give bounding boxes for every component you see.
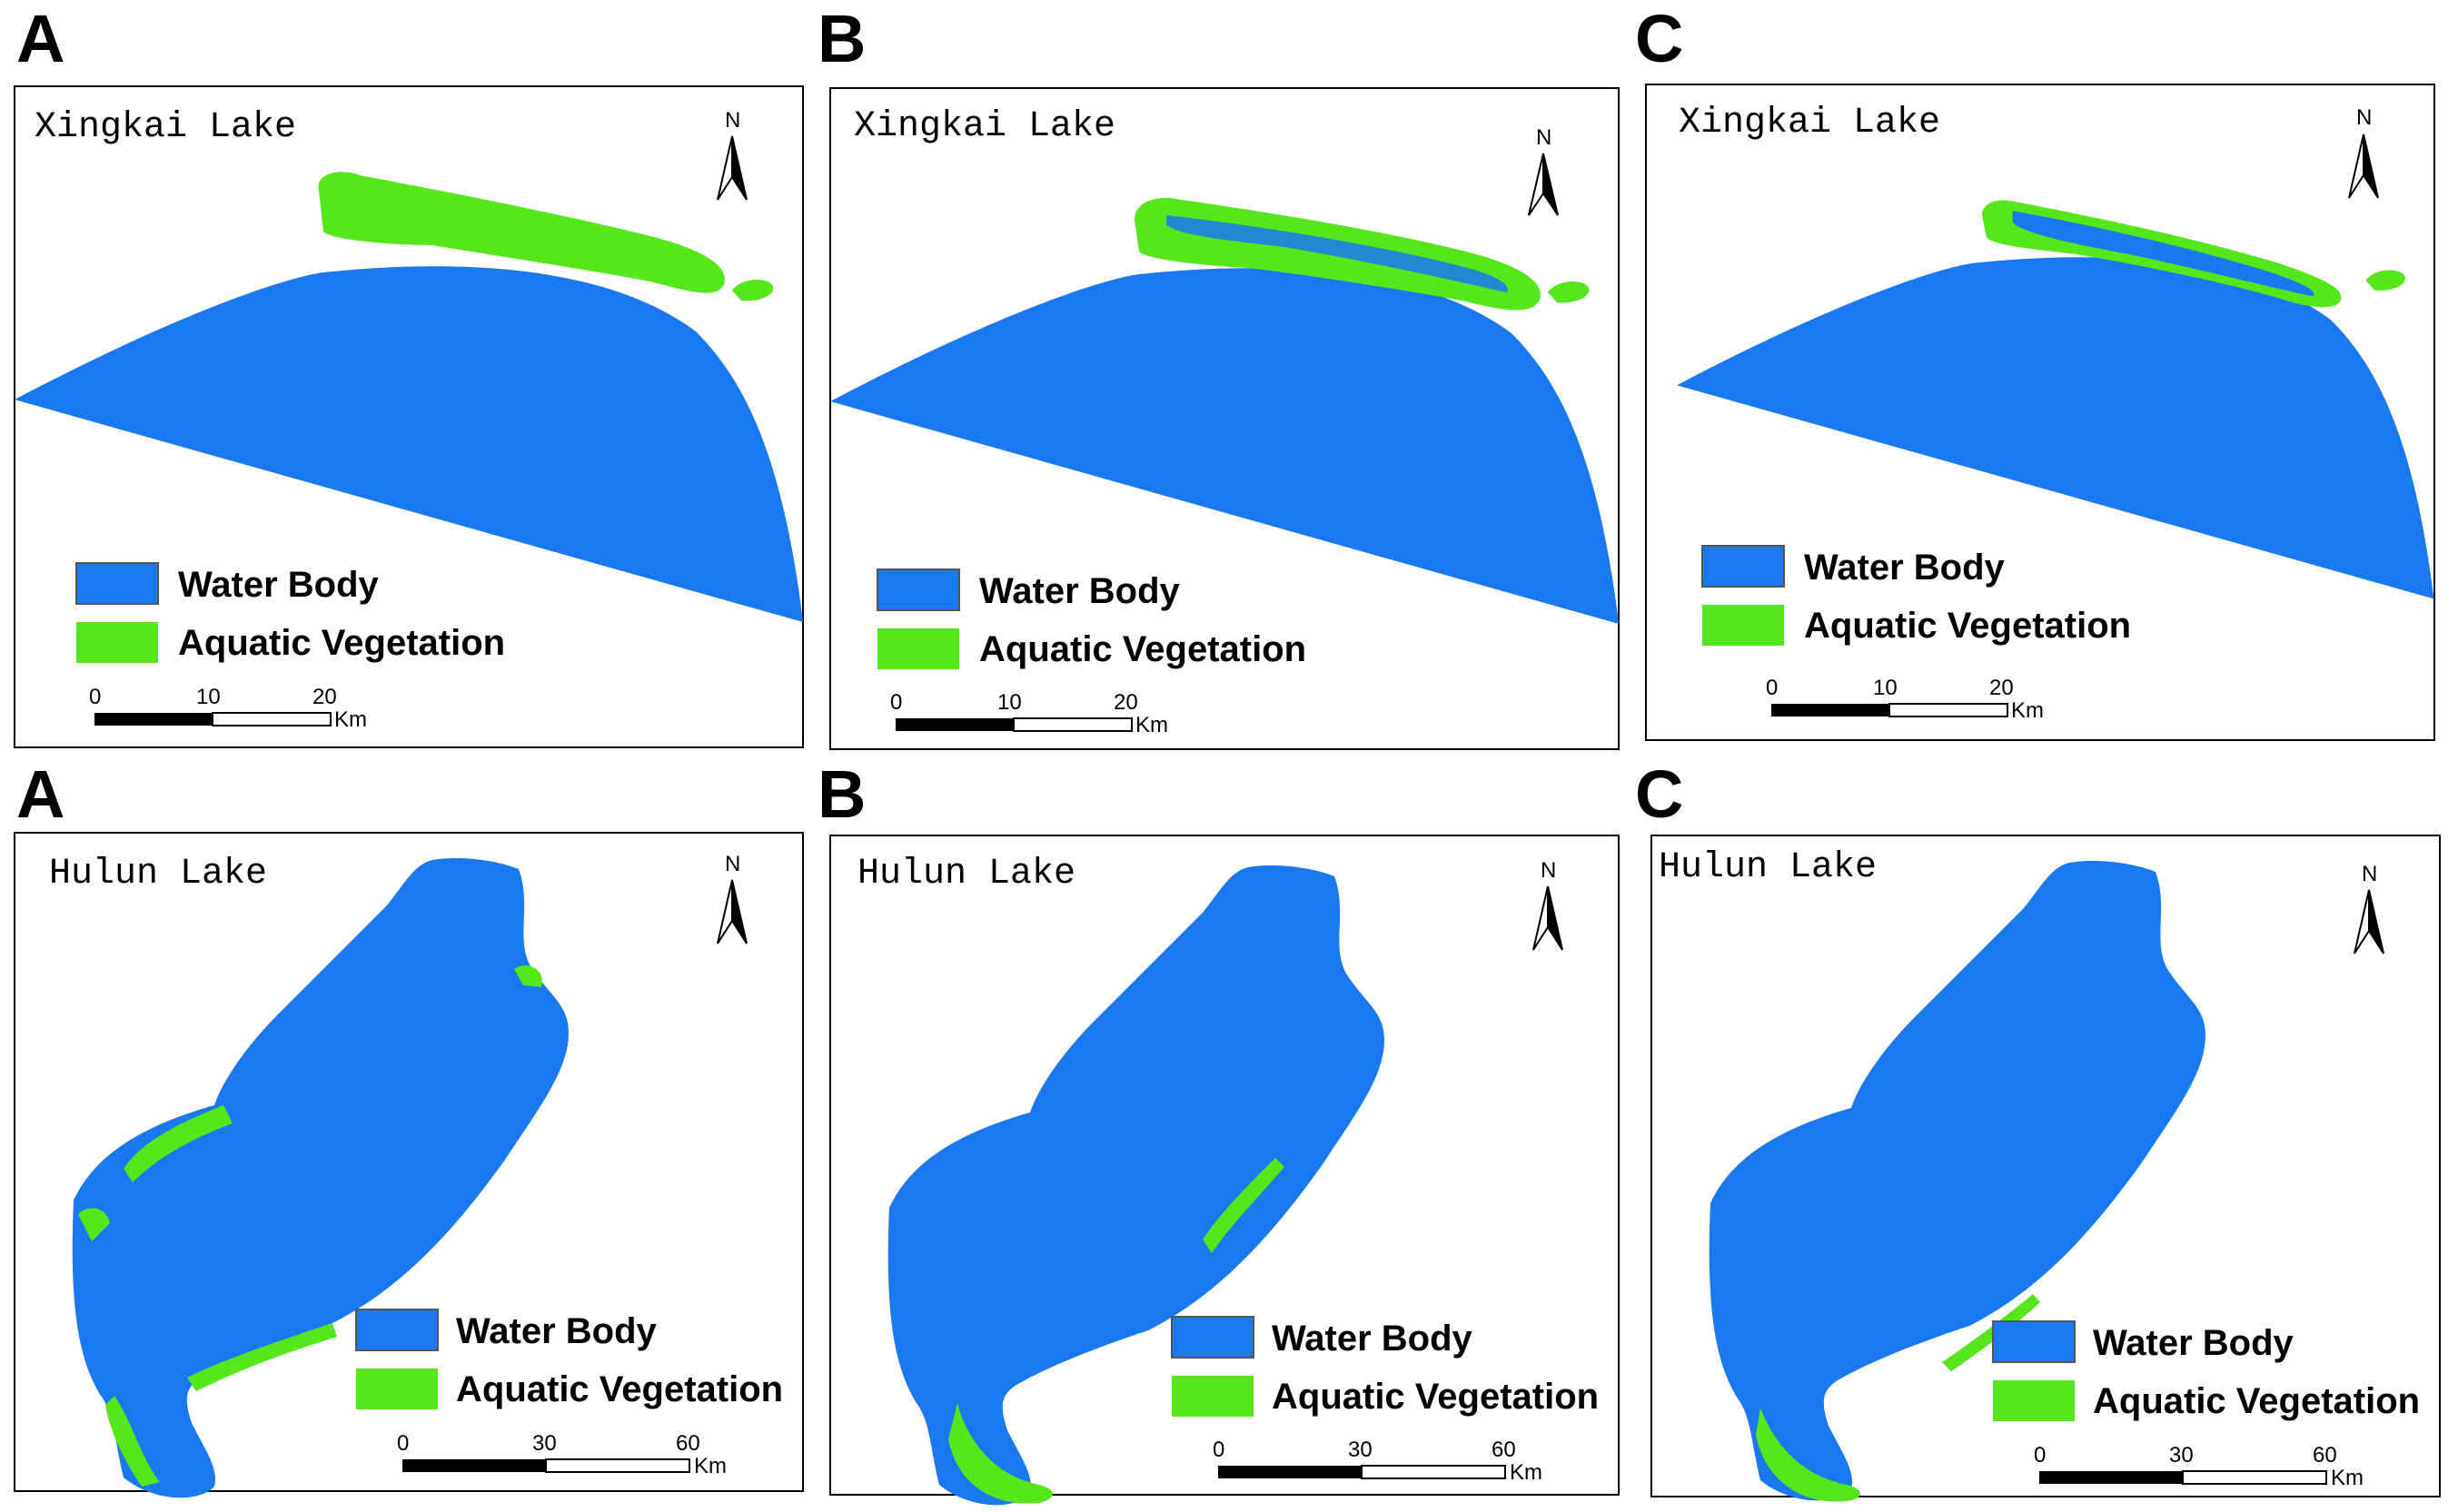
- scale-unit: Km: [2331, 1466, 2364, 1490]
- north-label: N: [725, 852, 740, 876]
- north-label: N: [1541, 858, 1556, 883]
- legend-label-vegetation: Aquatic Vegetation: [178, 623, 505, 663]
- legend-swatch-water: [1171, 1316, 1254, 1359]
- scale-bar: 0 30 60 Km: [397, 1431, 727, 1478]
- scale-bar: 0 10 20 Km: [890, 690, 1168, 737]
- hulun-panel-a: Hulun Lake N Water Body Aquatic Vegetati…: [14, 832, 804, 1498]
- lake-title: Xingkai Lake: [35, 107, 296, 148]
- scale-tick-0: 0: [890, 690, 902, 715]
- legend: Water Body Aquatic Vegetation: [75, 562, 505, 663]
- scale-tick-2: 20: [312, 685, 337, 709]
- legend-label-vegetation: Aquatic Vegetation: [1804, 606, 2131, 646]
- scale-unit: Km: [2011, 698, 2044, 723]
- xingkai-panel-a: Xingkai Lake N Water Body Aquatic Vegeta…: [14, 85, 804, 748]
- panel-letter-hulun-b: B: [818, 756, 866, 832]
- scale-tick-0: 0: [1766, 676, 1778, 700]
- lake-title: Hulun Lake: [49, 854, 267, 894]
- scale-tick-2: 20: [1114, 690, 1138, 715]
- scale-bar: 0 30 60 Km: [1213, 1438, 1542, 1485]
- legend: Water Body Aquatic Vegetation: [1701, 545, 2131, 646]
- legend-label-water: Water Body: [979, 571, 1181, 611]
- legend-swatch-vegetation: [1172, 1376, 1254, 1417]
- scale-tick-1: 10: [1873, 676, 1898, 700]
- hulun-panel-c: Hulun Lake N Water Body Aquatic Vegetati…: [1650, 835, 2441, 1502]
- north-label: N: [2362, 862, 2377, 886]
- scale-tick-2: 60: [676, 1431, 700, 1456]
- legend: Water Body Aquatic Vegetation: [1992, 1320, 2420, 1421]
- legend-label-water: Water Body: [178, 565, 380, 605]
- legend-swatch-vegetation: [356, 1369, 438, 1409]
- legend-swatch-vegetation: [76, 622, 158, 663]
- water-within-vegetation: [2012, 211, 2314, 297]
- legend-swatch-vegetation: [1993, 1380, 2075, 1421]
- scale-tick-0: 0: [397, 1431, 409, 1456]
- panel-letter-hulun-a: A: [16, 756, 64, 832]
- panel-letter-xingkai-b: B: [818, 1, 866, 76]
- scale-bar: 0 10 20 Km: [1766, 676, 2044, 723]
- lake-title: Xingkai Lake: [854, 106, 1115, 147]
- north-label: N: [725, 108, 740, 133]
- legend-swatch-vegetation: [877, 628, 959, 669]
- panel-letter-hulun-c: C: [1635, 756, 1683, 832]
- legend-label-water: Water Body: [456, 1311, 658, 1351]
- scale-tick-1: 30: [532, 1431, 557, 1456]
- lake-title: Hulun Lake: [857, 854, 1075, 894]
- legend-swatch-water: [355, 1309, 439, 1351]
- legend-swatch-water: [1992, 1320, 2076, 1363]
- north-arrow: N: [2348, 105, 2379, 199]
- scale-unit: Km: [1135, 713, 1168, 737]
- north-label: N: [2356, 105, 2372, 130]
- scale-tick-2: 20: [1989, 676, 2014, 700]
- legend-label-vegetation: Aquatic Vegetation: [1272, 1377, 1599, 1417]
- scale-unit: Km: [334, 707, 367, 732]
- legend-swatch-water: [75, 562, 159, 605]
- scale-bar: 0 10 20 Km: [89, 685, 367, 732]
- legend-label-water: Water Body: [1272, 1319, 1473, 1359]
- hulun-panel-b: Hulun Lake N Water Body Aquatic Vegetati…: [829, 835, 1620, 1506]
- scale-tick-1: 10: [997, 690, 1022, 715]
- legend-label-vegetation: Aquatic Vegetation: [979, 629, 1306, 669]
- north-arrow: N: [1528, 125, 1559, 216]
- legend: Water Body Aquatic Vegetation: [355, 1309, 783, 1409]
- scale-tick-0: 0: [1213, 1438, 1224, 1462]
- xingkai-panel-b: Xingkai Lake N Water Body Aquatic Vegeta…: [829, 87, 1620, 750]
- scale-tick-2: 60: [1492, 1438, 1516, 1462]
- xingkai-panel-c: Xingkai Lake N Water Body Aquatic Vegeta…: [1645, 84, 2435, 741]
- legend-swatch-water: [877, 568, 960, 611]
- scale-unit: Km: [694, 1454, 727, 1478]
- scale-tick-1: 10: [196, 685, 221, 709]
- scale-tick-0: 0: [2034, 1443, 2046, 1468]
- north-arrow: N: [1532, 858, 1563, 951]
- legend-label-vegetation: Aquatic Vegetation: [456, 1369, 783, 1409]
- legend: Water Body Aquatic Vegetation: [877, 568, 1306, 669]
- legend-label-water: Water Body: [2093, 1323, 2294, 1363]
- panel-letter-xingkai-c: C: [1635, 1, 1683, 76]
- legend-label-water: Water Body: [1804, 548, 2006, 588]
- north-arrow: N: [2354, 862, 2384, 954]
- legend-label-vegetation: Aquatic Vegetation: [2093, 1381, 2420, 1421]
- scale-bar: 0 30 60 Km: [2034, 1443, 2364, 1490]
- scale-tick-1: 30: [2169, 1443, 2194, 1468]
- legend: Water Body Aquatic Vegetation: [1171, 1316, 1599, 1417]
- scale-unit: Km: [1510, 1460, 1542, 1485]
- scale-tick-0: 0: [89, 685, 101, 709]
- lake-title: Xingkai Lake: [1679, 103, 1940, 143]
- legend-swatch-water: [1701, 545, 1785, 588]
- panel-letter-xingkai-a: A: [16, 1, 64, 76]
- scale-tick-1: 30: [1348, 1438, 1373, 1462]
- north-arrow: N: [717, 108, 748, 201]
- north-label: N: [1536, 125, 1551, 150]
- water-within-vegetation: [1166, 215, 1508, 292]
- north-arrow: N: [717, 852, 748, 944]
- lake-title: Hulun Lake: [1659, 847, 1877, 888]
- scale-tick-2: 60: [2313, 1443, 2337, 1468]
- legend-swatch-vegetation: [1702, 605, 1784, 646]
